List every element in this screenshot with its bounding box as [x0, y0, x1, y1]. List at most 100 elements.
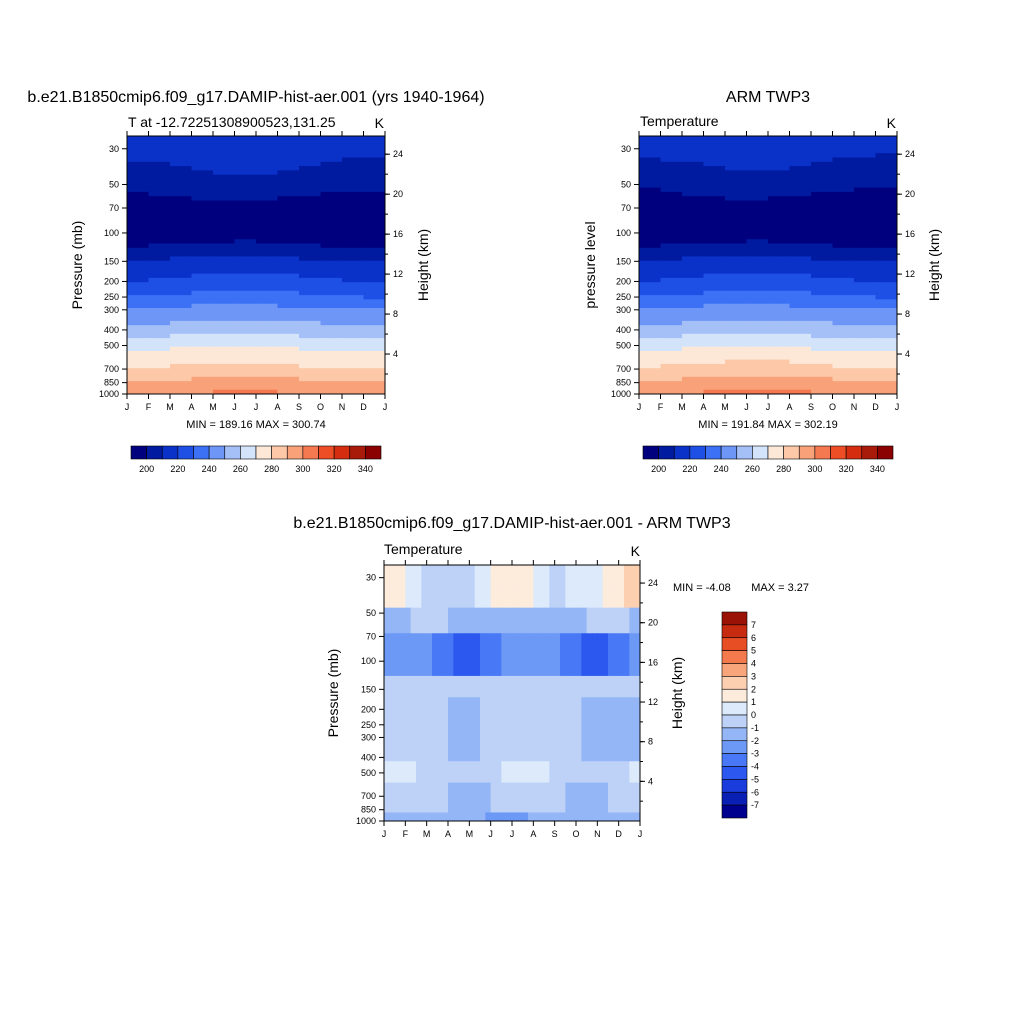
field-cell: [213, 247, 236, 253]
field-cell: [682, 376, 705, 382]
field-cell: [618, 654, 625, 660]
field-cell: [613, 791, 620, 796]
field-cell: [474, 718, 481, 724]
field-cell: [474, 654, 481, 660]
field-cell: [832, 389, 855, 394]
field-cell: [660, 320, 683, 326]
field-cell: [342, 239, 365, 245]
field-cell: [474, 590, 481, 596]
field-cell: [474, 573, 481, 579]
field-cell: [234, 170, 257, 176]
field-cell: [624, 757, 630, 762]
field-cell: [581, 629, 588, 634]
field-cell: [506, 701, 513, 707]
field-cell: [234, 269, 257, 275]
field-cell: [613, 752, 620, 758]
field-cell: [875, 136, 897, 141]
field-cell: [528, 808, 534, 814]
x-tick-label: J: [254, 402, 259, 412]
field-cell: [789, 170, 812, 176]
field-cell: [875, 355, 897, 361]
field-cell: [400, 573, 406, 579]
field-cell: [506, 693, 513, 698]
field-cell: [517, 705, 524, 711]
field-cell: [570, 808, 577, 814]
field-cell: [703, 316, 726, 322]
field-cell: [613, 705, 620, 711]
field-cell: [453, 718, 460, 724]
field-cell: [490, 769, 497, 775]
field-cell: [634, 816, 640, 821]
field-cell: [127, 234, 150, 240]
field-cell: [522, 607, 529, 613]
field-cell: [464, 705, 470, 711]
field-cell: [480, 646, 486, 651]
field-cell: [405, 803, 412, 809]
field-cell: [554, 735, 561, 741]
field-cell: [474, 624, 481, 630]
field-cell: [490, 718, 497, 724]
y-tick-label: 850: [616, 378, 631, 388]
field-cell: [426, 590, 433, 596]
field-cell: [875, 372, 897, 378]
field-cell: [703, 187, 726, 193]
field-cell: [746, 273, 769, 279]
field-cell: [421, 808, 428, 814]
field-cell: [127, 329, 150, 335]
field-cell: [660, 166, 683, 171]
field-cell: [565, 577, 572, 583]
field-cell: [464, 624, 470, 630]
field-cell: [634, 684, 640, 690]
colorbar-box: [658, 445, 675, 460]
field-cell: [639, 385, 662, 391]
field-cell: [570, 761, 577, 767]
field-cell: [127, 342, 150, 348]
field-cell: [533, 765, 540, 771]
field-cell: [832, 243, 855, 249]
field-cell: [602, 808, 609, 814]
field-cell: [682, 166, 705, 171]
field-cell: [442, 633, 449, 639]
field-cell: [581, 731, 588, 737]
field-cell: [538, 667, 545, 673]
field-cell: [416, 646, 422, 651]
field-cell: [528, 774, 534, 779]
field-cell: [464, 812, 470, 818]
field-cell: [570, 812, 577, 818]
field-cell: [485, 701, 492, 707]
field-cell: [148, 243, 171, 249]
field-cell: [592, 641, 598, 647]
field-cell: [299, 260, 322, 266]
field-cell: [394, 803, 401, 809]
field-cell: [703, 234, 726, 240]
field-cell: [474, 688, 481, 694]
field-cell: [213, 308, 236, 313]
field-cell: [416, 701, 422, 707]
field-cell: [256, 320, 279, 326]
field-cell: [602, 633, 609, 639]
field-cell: [469, 705, 476, 711]
field-cell: [538, 812, 545, 818]
field-cell: [453, 573, 460, 579]
field-cell: [148, 200, 171, 206]
field-cell: [522, 577, 529, 583]
field-cell: [528, 590, 534, 596]
field-cell: [682, 273, 705, 279]
field-cell: [442, 710, 449, 715]
field-cell: [448, 641, 454, 647]
field-cell: [586, 765, 593, 771]
field-cell: [234, 136, 257, 141]
field-cell: [660, 153, 683, 159]
field-cell: [832, 252, 855, 257]
field-cell: [416, 705, 422, 711]
field-cell: [725, 200, 748, 206]
field-cell: [592, 611, 598, 617]
field-cell: [854, 277, 877, 283]
field-cell: [560, 650, 566, 656]
field-cell: [522, 761, 529, 767]
field-cell: [597, 582, 604, 587]
field-cell: [432, 616, 438, 622]
field-cell: [660, 217, 683, 223]
field-cell: [875, 329, 897, 335]
field-cell: [464, 739, 470, 745]
